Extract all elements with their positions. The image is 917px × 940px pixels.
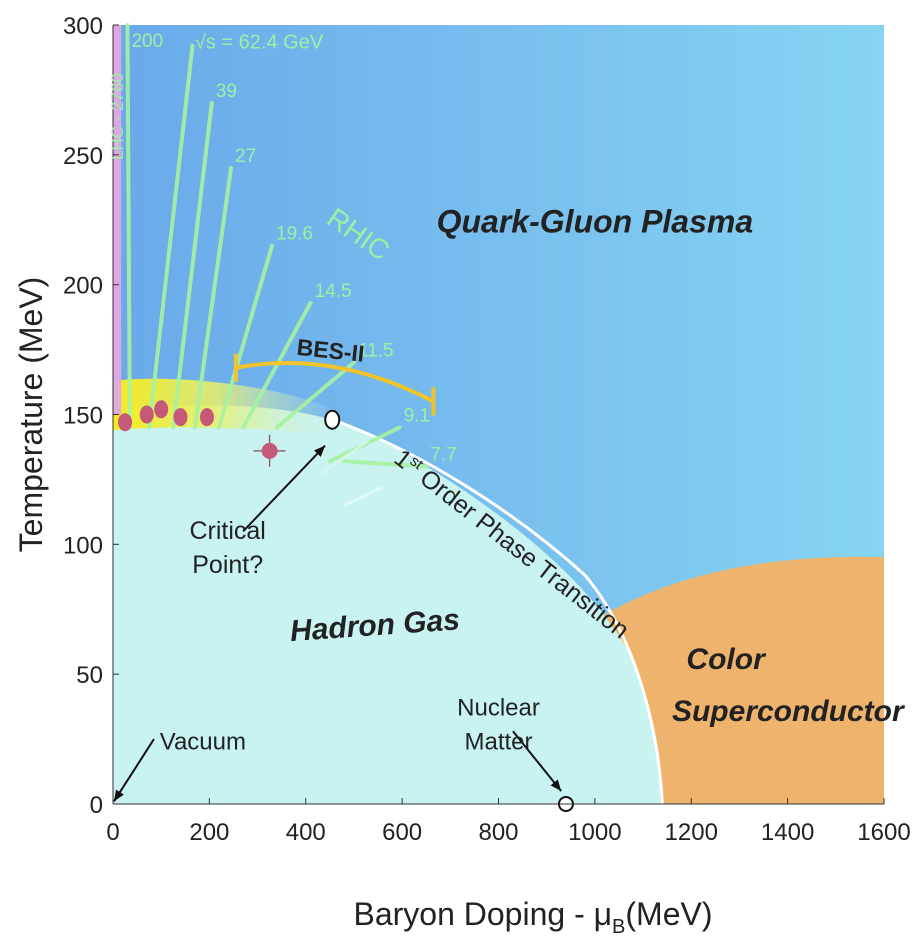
x-tick-label: 1600	[857, 819, 910, 846]
critical-point-label: Critical	[189, 517, 265, 545]
nuclear-matter-arrow	[512, 730, 562, 792]
y-tick-label: 0	[90, 792, 103, 819]
axes: 0 200 400 600 800 1000 1200 1400 1600 0 50 100 150 20…	[13, 13, 911, 938]
freezeout-point	[118, 413, 133, 432]
energy-label: 27	[235, 146, 256, 167]
energy-line	[319, 439, 370, 476]
energy-line	[192, 165, 234, 430]
energy-line	[274, 360, 356, 430]
freezeout-point	[154, 400, 169, 419]
energy-label: 7.7	[430, 444, 456, 465]
y-tick-label: 100	[63, 532, 103, 559]
energy-line	[217, 243, 275, 430]
freezeout-point	[199, 408, 214, 427]
critical-point-marker	[324, 409, 341, 430]
vacuum-arrow-head	[113, 789, 124, 802]
hadron-gas-region	[113, 405, 663, 804]
color-superconductor-label: Color	[686, 643, 767, 676]
critical-point-arrow	[242, 444, 326, 533]
energy-line	[342, 459, 429, 469]
x-tick-label: 1000	[568, 819, 621, 846]
sqrt-s-label: √s = 62.4 GeV	[195, 31, 324, 53]
color-superconductor-label: Superconductor	[672, 695, 906, 728]
x-tick-label: 600	[382, 819, 422, 846]
freezeout-point	[139, 405, 154, 424]
x-tick-label: 1400	[761, 819, 814, 846]
x-tick-label: 1200	[665, 819, 718, 846]
energy-label: 11.5	[358, 341, 394, 362]
nuclear-matter-label: Matter	[464, 728, 532, 755]
energy-line	[125, 23, 132, 430]
x-tick-label: 200	[189, 819, 229, 846]
y-axis-label: Temperature (MeV)	[13, 277, 49, 553]
energy-line	[343, 485, 384, 507]
x-tick-label: 800	[478, 819, 518, 846]
energy-label: 200	[131, 31, 163, 52]
y-tick-label: 300	[63, 13, 103, 40]
y-tick-label: 150	[63, 403, 103, 430]
color-superconductor-region	[604, 556, 884, 804]
vacuum-label: Vacuum	[160, 728, 246, 755]
phase-transition-line	[331, 418, 664, 805]
energy-label: 9.1	[404, 405, 430, 426]
energy-label: 19.6	[276, 224, 313, 245]
y-tick-label: 250	[63, 143, 103, 170]
critical-point-label: Point?	[192, 551, 263, 579]
energy-line	[171, 100, 214, 430]
y-tick-label: 200	[63, 273, 103, 300]
energy-line	[147, 43, 195, 430]
critical-point-arrow-head	[314, 445, 326, 457]
bes2-range-arc	[235, 361, 435, 404]
y-tick-label: 50	[76, 662, 103, 689]
qgp-label: Quark-Gluon Plasma	[437, 204, 754, 240]
critical-point-candidate	[261, 442, 278, 459]
x-tick-label: 400	[286, 819, 326, 846]
lhc-label: LHC - 2760	[108, 73, 127, 160]
x-tick-label: 0	[106, 819, 119, 846]
lhc-band	[113, 25, 122, 415]
energy-label: 14.5	[315, 281, 352, 302]
vacuum-arrow	[113, 738, 155, 802]
x-axis-label: Baryon Doping - μB(MeV)	[353, 896, 712, 938]
nuclear-matter-arrow-head	[550, 779, 562, 792]
energy-label: 39	[216, 81, 237, 102]
freezeout-point	[173, 408, 188, 427]
nuclear-matter-label: Nuclear	[457, 695, 540, 722]
plot-area	[113, 23, 884, 812]
